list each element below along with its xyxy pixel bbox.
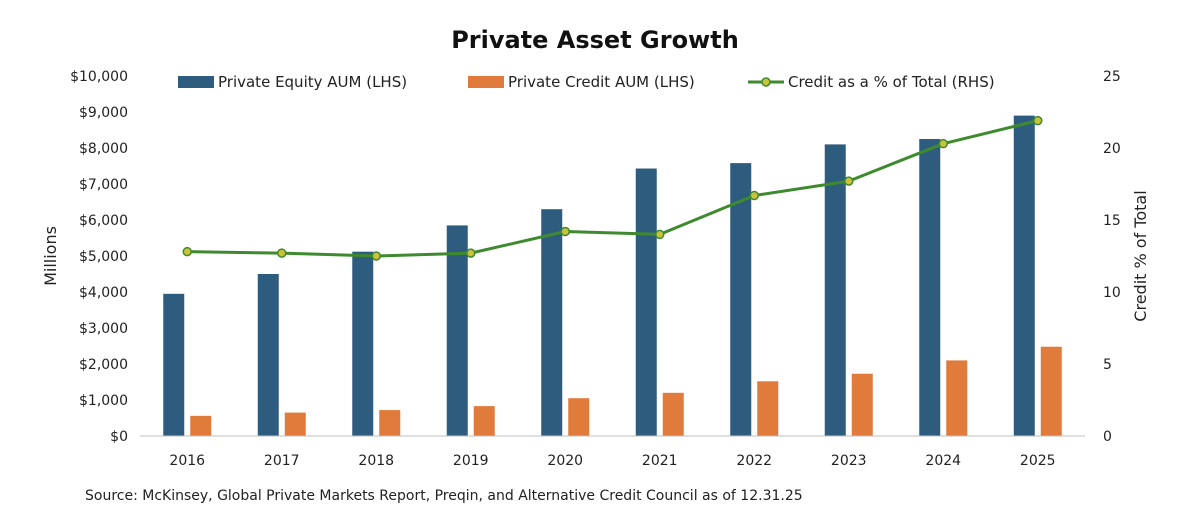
y-tick-label: $8,000 (79, 141, 128, 157)
y-tick-label: $6,000 (79, 213, 128, 229)
chart-title: Private Asset Growth (451, 26, 739, 54)
bars (163, 115, 1062, 436)
private-credit-bar-2021 (662, 392, 684, 436)
x-tick-label: 2022 (736, 453, 772, 469)
private-credit-bar-2017 (284, 412, 306, 436)
y-tick-label: $2,000 (79, 357, 128, 373)
private-equity-bar-2023 (824, 144, 846, 436)
credit-share-point-2023 (844, 176, 854, 186)
private-credit-bar-2018 (379, 410, 401, 436)
legend-label-private-credit: Private Credit AUM (LHS) (508, 73, 695, 91)
credit-share-point-2022 (749, 190, 759, 201)
credit-share-point-2019 (466, 248, 476, 258)
x-tick-label: 2023 (831, 453, 867, 469)
private-credit-bar-2022 (757, 381, 779, 436)
credit-share-point-2017 (277, 248, 287, 258)
private-equity-bar-2022 (730, 163, 752, 436)
private-equity-bar-2019 (446, 225, 468, 436)
y-tick-label: $0 (110, 429, 128, 445)
private-equity-bar-2021 (635, 168, 657, 436)
y2-tick-label: 10 (1103, 285, 1121, 301)
credit-share-point-2024 (938, 138, 948, 149)
credit-share-point-2021 (655, 229, 665, 240)
credit-share-line (187, 119, 1039, 258)
private-equity-bar-2020 (541, 209, 563, 436)
legend-swatch-private-credit (468, 76, 504, 88)
y-axis-title: Millions (41, 226, 60, 286)
source-note: Source: McKinsey, Global Private Markets… (85, 488, 803, 504)
x-tick-label: 2020 (547, 453, 583, 469)
private-equity-bar-2016 (163, 293, 185, 436)
private-equity-bar-2017 (257, 274, 279, 436)
credit-share-point-2016 (182, 246, 192, 257)
y-tick-label: $7,000 (79, 177, 128, 193)
x-tick-label: 2016 (169, 453, 205, 469)
y2-tick-label: 0 (1103, 429, 1112, 445)
x-tick-label: 2021 (642, 453, 678, 469)
y-tick-label: $3,000 (79, 321, 128, 337)
y-tick-label: $9,000 (79, 105, 128, 121)
legend-label-private-equity: Private Equity AUM (LHS) (218, 73, 407, 91)
credit-share-point-2020 (560, 226, 570, 237)
private-credit-bar-2019 (473, 406, 495, 436)
y2-axis-ticks: 0 5 10 15 20 25 (1103, 69, 1121, 445)
x-tick-label: 2019 (453, 453, 489, 469)
y2-tick-label: 15 (1103, 213, 1121, 229)
x-tick-label: 2018 (358, 453, 394, 469)
x-axis-ticks: 2016 2017 2018 2019 2020 2021 2022 2023 2024 2025 (169, 453, 1055, 469)
legend: Private Equity AUM (LHS) Private Credit A… (178, 73, 995, 91)
y-tick-label: $10,000 (70, 69, 128, 85)
private-credit-bar-2023 (851, 373, 873, 436)
x-tick-label: 2024 (925, 453, 961, 469)
private-equity-bar-2024 (919, 139, 941, 436)
private-credit-bar-2020 (568, 398, 590, 436)
legend-label-credit-share: Credit as a % of Total (RHS) (788, 73, 995, 91)
y2-tick-label: 5 (1103, 357, 1112, 373)
private-equity-bar-2018 (352, 251, 374, 436)
y-tick-label: $1,000 (79, 393, 128, 409)
private-credit-bar-2024 (946, 360, 968, 436)
private-equity-bar-2025 (1013, 115, 1035, 436)
legend-marker-credit-share (761, 77, 771, 87)
y-tick-label: $4,000 (79, 285, 128, 301)
x-tick-label: 2017 (264, 453, 300, 469)
private-credit-bar-2025 (1040, 346, 1062, 436)
line-series (182, 115, 1043, 261)
x-tick-label: 2025 (1020, 453, 1056, 469)
private-credit-bar-2016 (190, 415, 212, 436)
y2-tick-label: 20 (1103, 141, 1121, 157)
y2-axis-title: Credit % of Total (1131, 190, 1150, 321)
y-tick-label: $5,000 (79, 249, 128, 265)
y2-tick-label: 25 (1103, 69, 1121, 85)
credit-share-point-2018 (371, 251, 381, 261)
y-axis-ticks: $0 $1,000 $2,000 $3,000 $4,000 $5,000 $6,000 $7… (70, 69, 128, 445)
legend-swatch-private-equity (178, 76, 214, 88)
credit-share-point-2025 (1033, 115, 1043, 126)
